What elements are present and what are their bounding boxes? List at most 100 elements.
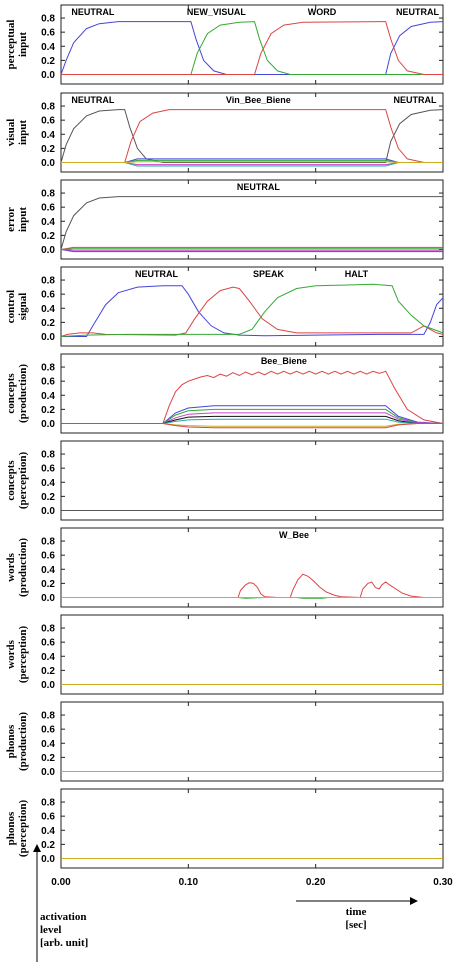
panel-frame-0	[60, 4, 444, 85]
y-tick-label-7-3: 0.6	[41, 638, 55, 649]
y-tick-label-1-1: 0.2	[41, 144, 55, 155]
series-line-0-2	[61, 21, 443, 75]
panel-label-8: phonos (production)	[5, 712, 29, 771]
panel-frame-3	[60, 266, 444, 347]
y-tick-label-1-0: 0.0	[41, 158, 55, 169]
panel-label-4: concepts (production)	[5, 364, 29, 423]
series-annotation-3-1: SPEAK	[253, 269, 285, 279]
y-tick-label-6-2: 0.4	[41, 565, 55, 576]
x-tick-label-0: 0.00	[51, 877, 71, 888]
y-tick-label-1-3: 0.6	[41, 116, 55, 127]
y-tick-label-9-1: 0.2	[41, 840, 55, 851]
series-line-3-1	[60, 286, 444, 337]
series-line-2-3	[60, 248, 443, 250]
y-tick-label-5-3: 0.6	[41, 464, 55, 475]
y-tick-label-5-1: 0.2	[41, 492, 55, 503]
y-tick-label-4-2: 0.4	[41, 391, 55, 402]
y-tick-label-3-3: 0.6	[41, 290, 55, 301]
y-tick-label-3-0: 0.0	[41, 332, 55, 343]
panel-label-line-1-1: input	[17, 120, 29, 145]
panel-frame-7	[60, 614, 444, 695]
series-line-4-0	[61, 370, 444, 424]
panel-label-line-3-0: control	[5, 290, 17, 323]
series-line-4-4	[61, 415, 443, 424]
panel-label-line-2-1: input	[17, 207, 29, 232]
series-line-4-1	[61, 405, 444, 424]
panel-label-line-8-1: (production)	[17, 712, 29, 771]
y-tick-label-3-4: 0.8	[41, 276, 55, 287]
y-tick-label-9-2: 0.4	[41, 826, 55, 837]
activation-label-0: activation	[40, 911, 86, 923]
y-tick-label-1-4: 0.8	[41, 102, 55, 113]
y-tick-label-5-4: 0.8	[41, 450, 55, 461]
series-annotation-3-2: HALT	[345, 269, 369, 279]
series-line-0-1	[61, 21, 443, 75]
series-annotation-0-0: NEUTRAL	[71, 7, 114, 17]
panel-label-9: phonos (perception)	[5, 800, 29, 858]
panel-frame-2	[60, 179, 444, 260]
time-label: time	[346, 906, 367, 918]
y-tick-label-3-2: 0.4	[41, 304, 55, 315]
y-tick-label-4-3: 0.6	[41, 377, 55, 388]
series-line-2-0	[60, 196, 443, 250]
y-tick-label-0-3: 0.6	[41, 28, 55, 39]
series-line-4-5	[61, 418, 443, 424]
y-tick-label-6-3: 0.6	[41, 551, 55, 562]
panel-label-line-9-0: phonos	[5, 811, 17, 845]
series-line-4-3	[61, 412, 444, 424]
panel-label-line-6-0: words	[5, 552, 17, 581]
y-tick-label-2-4: 0.8	[41, 189, 55, 200]
activation-arrow-head	[33, 844, 41, 852]
y-tick-label-4-4: 0.8	[41, 363, 55, 374]
y-tick-label-7-0: 0.0	[41, 680, 55, 691]
x-tick-label-2: 0.20	[306, 877, 326, 888]
y-tick-label-9-3: 0.6	[41, 812, 55, 823]
x-tick-label-1: 0.10	[179, 877, 199, 888]
panel-frame-9	[60, 788, 444, 869]
y-tick-label-2-3: 0.6	[41, 203, 55, 214]
y-tick-label-9-4: 0.8	[41, 798, 55, 809]
panel-label-line-6-1: (production)	[17, 538, 29, 597]
panel-label-line-4-1: (production)	[17, 364, 29, 423]
series-annotation-0-2: WORD	[308, 7, 337, 17]
series-annotation-1-0: NEUTRAL	[71, 95, 114, 105]
series-annotation-2-0: NEUTRAL	[237, 182, 280, 192]
y-tick-label-7-1: 0.2	[41, 666, 55, 677]
y-tick-label-6-1: 0.2	[41, 579, 55, 590]
series-line-2-4	[60, 249, 443, 251]
series-annotation-1-2: NEUTRAL	[393, 95, 436, 105]
panel-label-line-5-1: (perception)	[17, 452, 29, 510]
series-line-0-0	[60, 21, 444, 75]
time-unit-label: [sec]	[345, 919, 366, 931]
series-annotation-6-0: W_Bee	[279, 530, 309, 540]
series-line-3-0	[61, 285, 444, 337]
series-annotation-0-3: NEUTRAL	[396, 7, 439, 17]
y-tick-label-1-2: 0.4	[41, 130, 55, 141]
panel-label-line-3-1: signal	[17, 293, 29, 321]
panel-frame-1	[60, 92, 444, 173]
panel-label-1: visual input	[5, 119, 29, 147]
y-tick-label-0-2: 0.4	[41, 42, 55, 53]
panel-frame-5	[60, 440, 444, 521]
series-annotation-4-0: Bee_Biene	[261, 356, 307, 366]
panel-label-line-8-0: phonos	[5, 724, 17, 758]
y-tick-label-6-0: 0.0	[41, 593, 55, 604]
panel-label-0: perceptual input	[5, 20, 29, 70]
y-tick-label-5-0: 0.0	[41, 506, 55, 517]
y-tick-label-5-2: 0.4	[41, 478, 55, 489]
panel-label-5: concepts (perception)	[5, 452, 29, 510]
y-tick-label-4-0: 0.0	[41, 419, 55, 430]
y-tick-label-2-1: 0.2	[41, 231, 55, 242]
series-line-1-0	[60, 109, 444, 163]
panel-frame-8	[60, 701, 444, 782]
panel-label-line-7-0: words	[5, 639, 17, 668]
series-annotation-3-0: NEUTRAL	[135, 269, 178, 279]
y-tick-label-8-0: 0.0	[41, 767, 55, 778]
panel-label-line-1-0: visual	[5, 119, 17, 147]
y-tick-label-3-1: 0.2	[41, 318, 55, 329]
series-annotation-0-1: NEW_VISUAL	[187, 7, 247, 17]
y-tick-label-2-2: 0.4	[41, 217, 55, 228]
time-arrow-head	[410, 897, 418, 905]
series-line-1-6	[61, 161, 443, 163]
